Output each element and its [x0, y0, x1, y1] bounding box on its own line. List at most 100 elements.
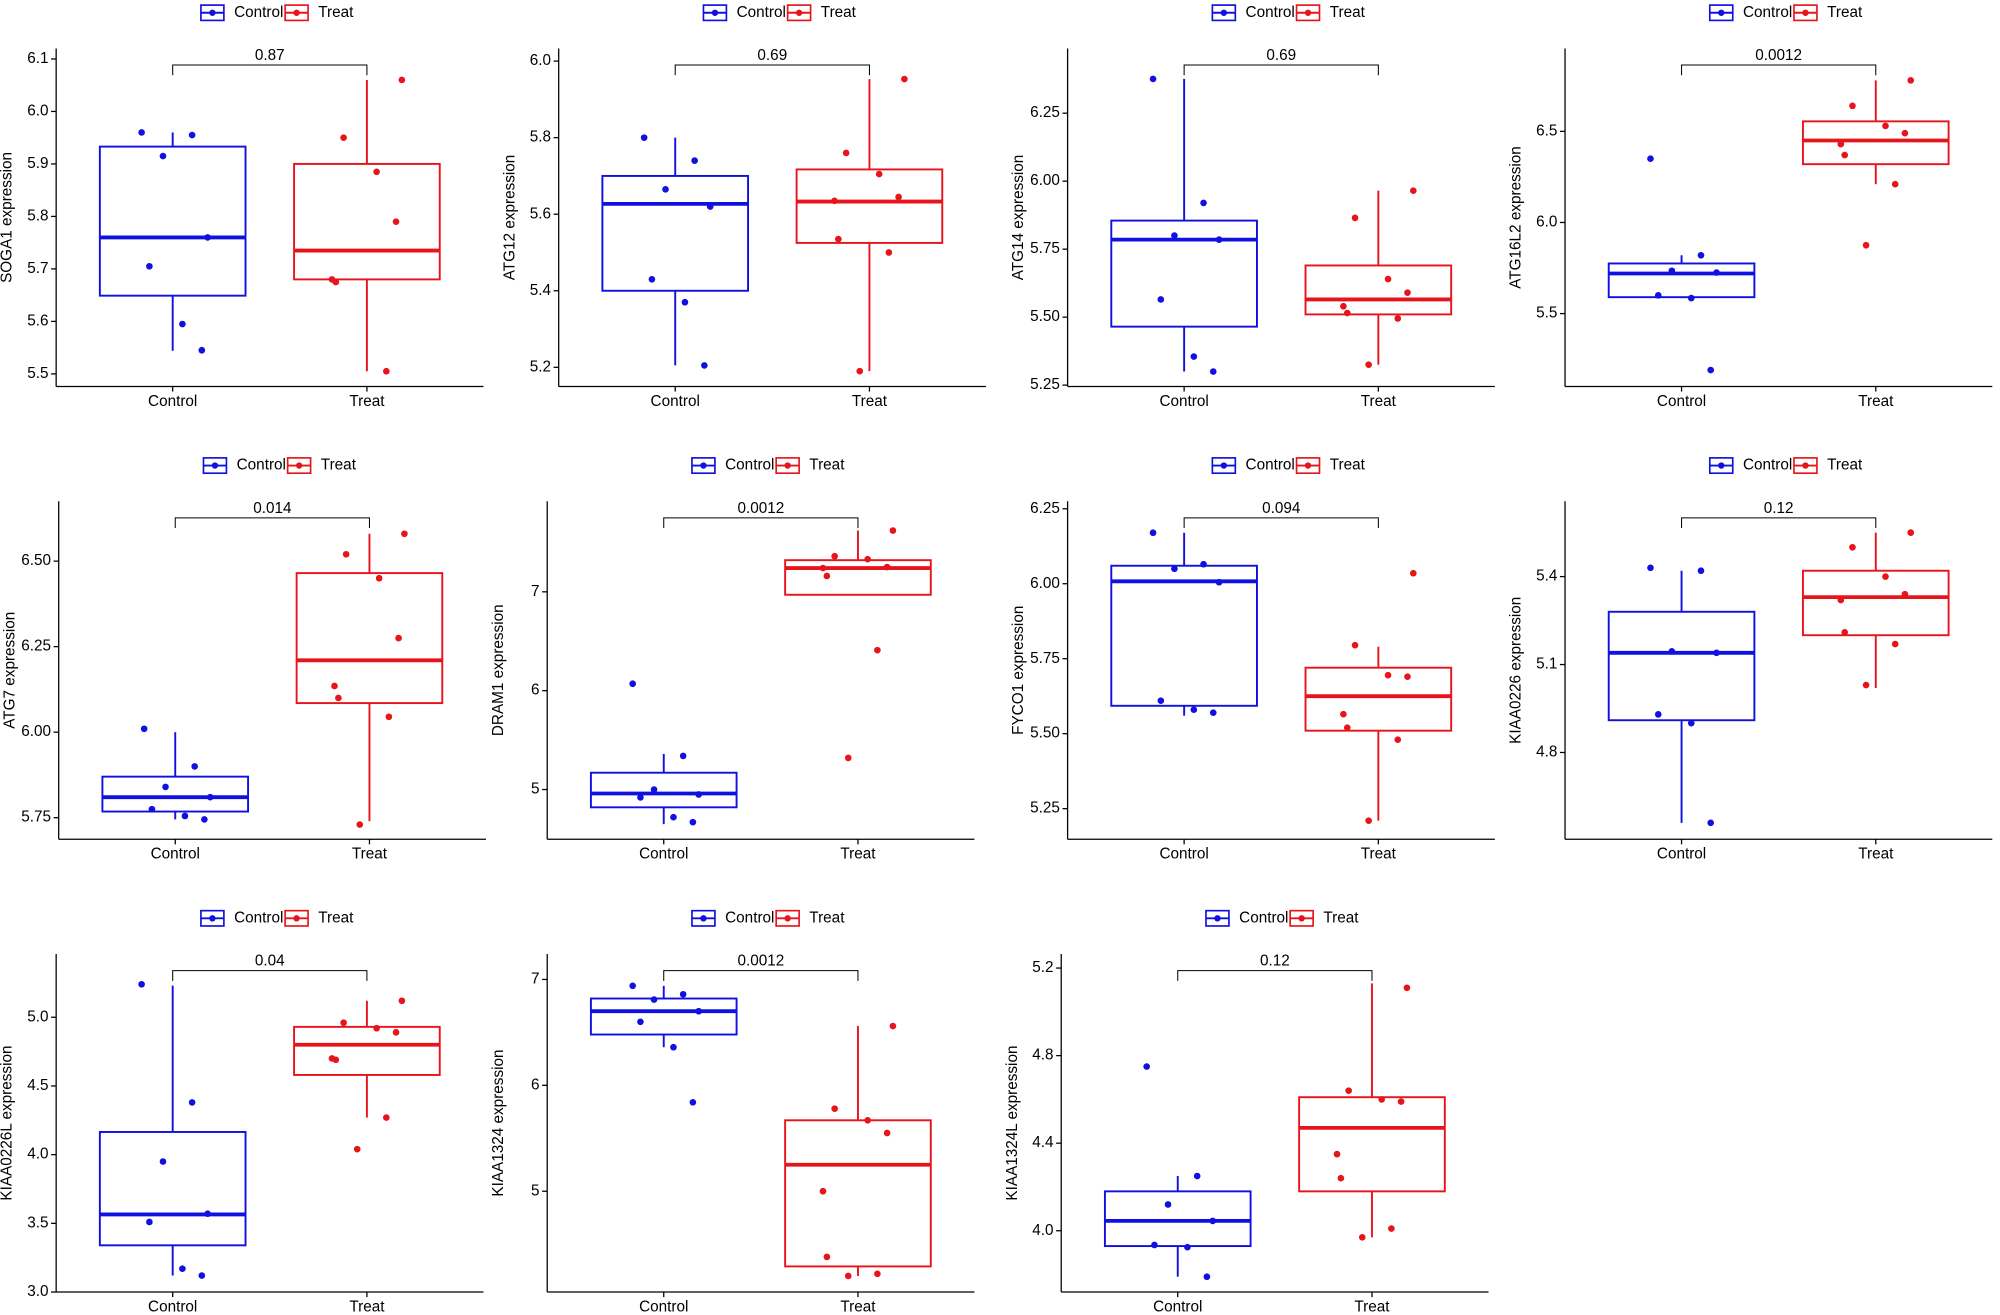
data-point — [1837, 596, 1845, 604]
data-point — [373, 168, 380, 176]
box — [795, 168, 944, 244]
data-point — [844, 1272, 852, 1280]
data-point — [1862, 241, 1870, 249]
data-point — [1388, 1225, 1395, 1232]
legend-label: Treat — [1827, 457, 1863, 474]
y-tick-label: 5.25 — [1030, 800, 1060, 817]
data-point — [706, 203, 714, 210]
y-tick-label: 5 — [531, 1182, 540, 1199]
legend-key-dot — [1718, 462, 1725, 469]
data-point — [629, 680, 636, 688]
y-tick-label: 6.25 — [21, 638, 51, 655]
legend-label: Control — [1743, 457, 1792, 474]
significance-bracket — [663, 970, 859, 981]
y-tick-label: 5.9 — [27, 155, 48, 172]
panel: 5.5 5.6 5.7 5.8 5.9 6.0 6.1 SOGA1 expression Con… — [0, 4, 484, 410]
data-point — [1337, 1174, 1345, 1182]
data-point — [392, 1029, 400, 1036]
data-point — [1143, 1063, 1150, 1070]
y-tick-label: 7 — [531, 583, 540, 600]
y-tick-label: 5.50 — [1030, 725, 1060, 742]
y-tick-label: 5.2 — [1032, 959, 1053, 976]
data-point — [356, 821, 364, 828]
data-point — [146, 1218, 153, 1226]
y-tick-label: 6.0 — [530, 52, 551, 69]
y-tick-label: 6.25 — [1030, 104, 1060, 121]
legend-label: Control — [1246, 457, 1295, 474]
data-point — [629, 982, 636, 990]
x-tick-label: Treat — [349, 1298, 385, 1315]
data-point — [1200, 560, 1207, 568]
legend-label: Control — [725, 457, 774, 474]
x-tick-label: Treat — [852, 393, 888, 410]
data-point — [889, 527, 897, 534]
x-tick-label: Control — [148, 393, 197, 410]
legend-key-dot — [711, 9, 719, 16]
data-point — [1707, 819, 1715, 827]
x-tick-label: Control — [1657, 846, 1706, 863]
data-point — [885, 249, 893, 256]
data-point — [1647, 155, 1654, 163]
p-value: 0.87 — [255, 47, 285, 64]
data-point — [1209, 1217, 1217, 1225]
data-point — [206, 793, 214, 801]
data-point — [842, 149, 850, 157]
data-point — [204, 234, 211, 241]
legend-key-dot — [211, 462, 219, 469]
data-point — [662, 186, 669, 193]
legend-key-dot — [209, 915, 216, 922]
data-point — [1333, 1150, 1341, 1158]
box — [1298, 1096, 1446, 1193]
data-point — [179, 320, 186, 328]
legend-label: Treat — [821, 4, 857, 21]
data-point — [401, 530, 408, 538]
box — [1801, 569, 1950, 637]
box — [1607, 262, 1756, 299]
data-point — [1343, 309, 1351, 317]
box — [1110, 564, 1258, 707]
data-point — [695, 1007, 703, 1015]
data-point — [1184, 1243, 1191, 1251]
y-axis-label: FYCO1 expression — [1010, 606, 1027, 735]
data-point — [159, 152, 167, 160]
box — [1103, 1190, 1252, 1248]
legend-label: Treat — [809, 909, 845, 926]
legend-key-dot — [295, 462, 303, 469]
p-value: 0.0012 — [737, 953, 784, 970]
data-point — [883, 563, 891, 571]
p-value: 0.04 — [255, 953, 285, 970]
x-tick-label: Control — [148, 1298, 197, 1315]
data-point — [831, 1105, 838, 1112]
p-value: 0.0012 — [737, 500, 784, 517]
data-point — [844, 754, 852, 762]
data-point — [331, 682, 338, 690]
data-point — [689, 1098, 697, 1106]
x-tick-label: Treat — [1858, 393, 1894, 410]
data-point — [679, 990, 687, 998]
data-point — [1647, 564, 1654, 572]
data-point — [1409, 187, 1417, 194]
significance-bracket — [174, 517, 370, 529]
box — [784, 559, 932, 596]
legend-key-dot — [795, 9, 803, 16]
y-tick-label: 6 — [531, 1076, 540, 1093]
panel: 5.25 5.50 5.75 6.00 6.25 ATG14 expression Cont… — [1010, 4, 1495, 410]
data-point — [398, 997, 406, 1005]
box — [1304, 666, 1453, 732]
x-tick-label: Treat — [1354, 1298, 1390, 1315]
y-axis-label: KIAA1324 expression — [490, 1049, 507, 1196]
y-axis-label: KIAA0226 expression — [1508, 597, 1525, 744]
y-tick-label: 4.0 — [27, 1146, 48, 1163]
data-point — [1340, 302, 1347, 310]
significance-bracket — [172, 970, 368, 981]
box — [589, 771, 738, 809]
data-point — [383, 1114, 390, 1121]
panel: 5.25 5.50 5.75 6.00 6.25 FYCO1 expression Cont… — [1010, 457, 1495, 863]
data-point — [353, 1145, 361, 1153]
legend-key-dot — [700, 915, 707, 922]
legend-label: Control — [1743, 4, 1792, 21]
data-point — [340, 1019, 347, 1027]
legend-key-dot — [1304, 9, 1312, 16]
legend-key-dot — [1718, 9, 1725, 16]
